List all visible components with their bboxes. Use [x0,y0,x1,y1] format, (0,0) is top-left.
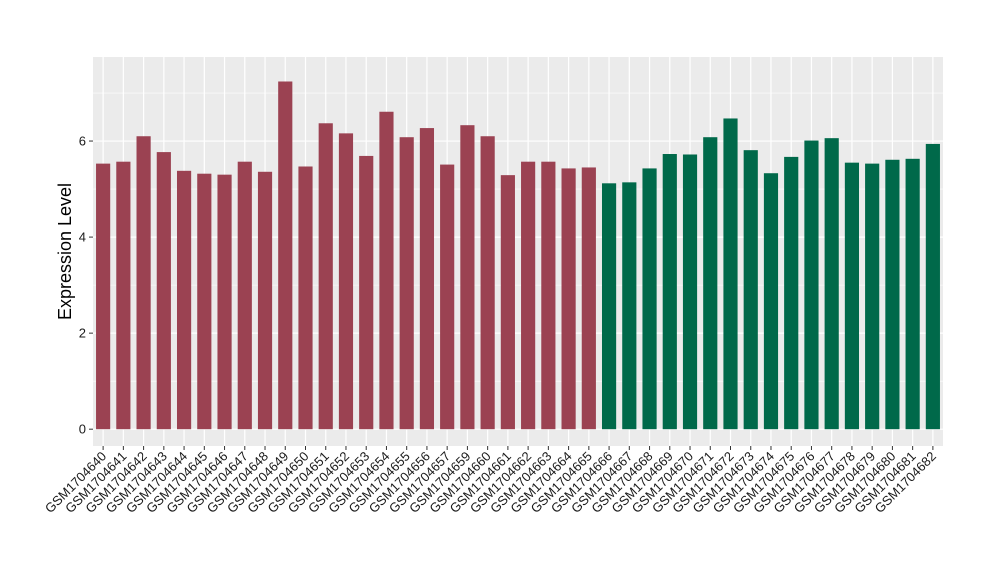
bar [399,137,414,430]
bar [703,137,718,430]
bar [521,161,536,430]
bar [237,161,252,430]
bar [136,136,151,430]
bar [601,183,617,430]
y-axis: 0 2 4 6 [79,134,93,437]
bar [116,161,131,430]
bar [500,175,515,430]
bar [379,111,394,430]
y-tick-label: 4 [79,230,86,245]
bar [925,143,940,430]
bar [885,159,900,430]
bar [217,174,232,430]
bar [176,170,192,430]
bar [338,133,354,430]
bar [865,163,880,430]
bar [541,161,556,430]
bar [804,140,819,430]
bar [318,123,333,430]
bar [642,168,657,430]
x-axis: GSM1704640GSM1704641GSM1704642GSM1704643… [42,446,939,516]
bar [197,173,212,430]
bar [905,158,920,430]
bars [96,81,940,430]
y-tick-label: 2 [79,326,86,341]
bar [581,167,596,430]
bar [440,164,455,430]
bar [824,138,839,430]
y-axis-title: Expression Level [55,183,75,320]
bar [96,163,111,430]
bar [784,156,799,430]
bar [278,81,293,430]
bar [763,173,779,430]
bar [622,182,637,430]
bar [662,154,677,430]
bar [743,150,758,430]
bar [359,155,374,430]
bar [844,162,860,430]
bar [723,118,738,430]
bar [419,128,435,430]
bar [561,168,576,430]
bar [257,171,273,430]
bar [480,136,495,430]
y-tick-label: 6 [79,134,86,149]
bar [298,166,313,430]
bar [156,152,171,430]
bar [460,125,475,430]
bar [682,154,698,430]
y-tick-label: 0 [79,422,86,437]
